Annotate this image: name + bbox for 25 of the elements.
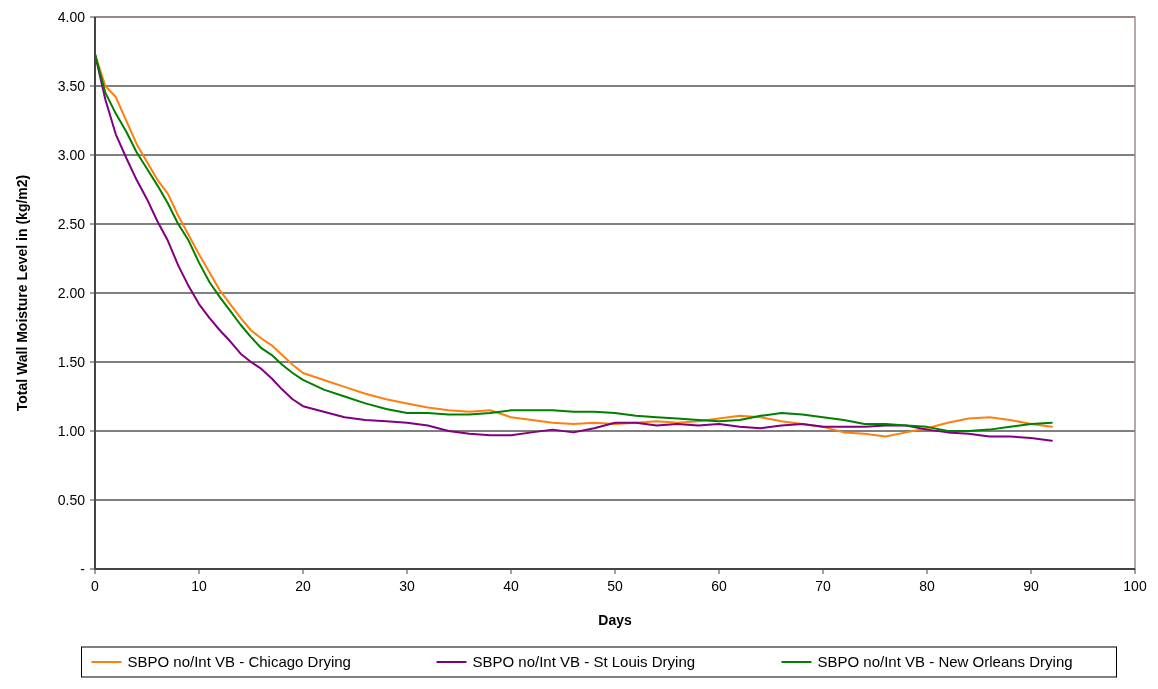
y-axis-title: Total Wall Moisture Level in (kg/m2)	[14, 174, 30, 412]
legend-label: SBPO no/Int VB - New Orleans Drying	[817, 653, 1073, 671]
y-tick-label: 4.00	[57, 8, 86, 25]
y-tick-label: 1.00	[57, 422, 86, 439]
y-tick-label: 1.50	[57, 353, 86, 370]
x-tick-label: 40	[503, 578, 519, 594]
x-axis-title: Days	[598, 612, 632, 628]
legend-label: SBPO no/Int VB - Chicago Drying	[127, 653, 351, 671]
y-tick-label: 3.00	[57, 146, 86, 163]
y-tick-label: 2.00	[57, 284, 86, 301]
x-tick-label: 80	[919, 578, 935, 594]
x-tick-label: 50	[607, 578, 623, 594]
y-tick-label: -	[80, 560, 86, 577]
x-tick-label: 100	[1123, 578, 1147, 594]
x-tick-label: 0	[91, 578, 100, 594]
x-tick-label: 90	[1023, 578, 1039, 594]
x-tick-label: 10	[191, 578, 207, 594]
x-tick-label: 20	[295, 578, 311, 594]
legend-label: SBPO no/Int VB - St Louis Drying	[472, 653, 696, 671]
y-tick-label: 0.50	[57, 491, 86, 508]
x-tick-label: 30	[399, 578, 415, 594]
x-tick-label: 70	[815, 578, 831, 594]
y-tick-label: 2.50	[57, 215, 86, 232]
x-tick-label: 60	[711, 578, 727, 594]
y-tick-label: 3.50	[57, 77, 86, 94]
